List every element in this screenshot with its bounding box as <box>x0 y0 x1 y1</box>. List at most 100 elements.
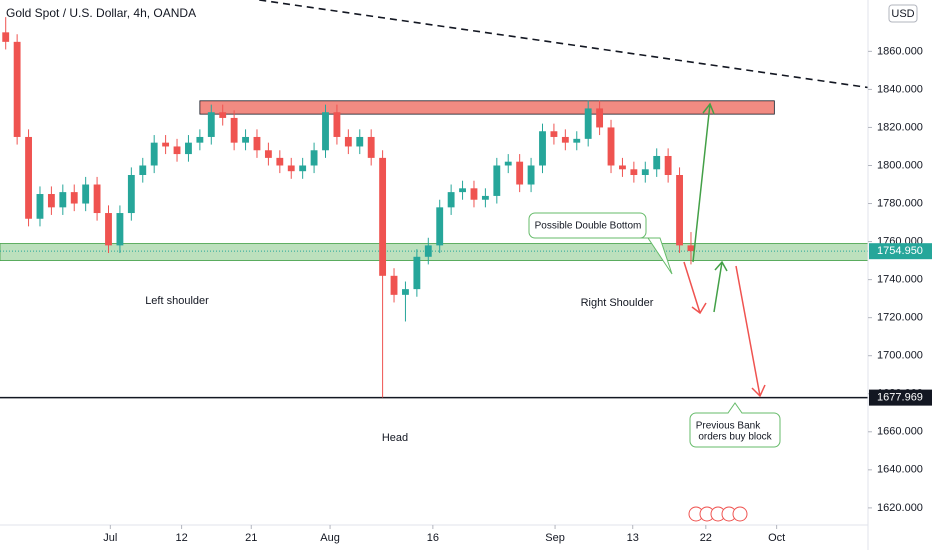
candle-body <box>253 136 261 151</box>
candle-body <box>390 275 398 295</box>
candle-body <box>481 195 489 200</box>
candle-body <box>539 131 546 166</box>
arrows <box>683 102 766 398</box>
candle-body <box>162 142 170 147</box>
x-tick-label: 21 <box>245 532 257 544</box>
candle-body <box>561 136 569 143</box>
x-tick-label: Sep <box>545 532 565 544</box>
candle-body <box>596 108 604 128</box>
callout-text: Possible Double Bottom <box>535 221 642 232</box>
currency-label: USD <box>891 8 914 20</box>
candle-body <box>310 150 318 166</box>
event-icons[interactable] <box>688 506 748 522</box>
price-label: 1754.950 <box>877 245 923 257</box>
level-label-bg <box>869 389 932 406</box>
candle-body <box>676 175 683 246</box>
candle-body <box>299 165 307 172</box>
arrow-up <box>713 260 728 313</box>
annotation: Right Shoulder <box>581 297 654 309</box>
y-tick-label: 1860.000 <box>877 45 923 57</box>
candle-body <box>150 142 158 166</box>
candle-body <box>13 41 21 137</box>
candle-body <box>653 155 661 170</box>
candle-body <box>584 108 592 139</box>
candle-body <box>59 192 67 208</box>
candle-body <box>173 146 181 155</box>
candle-body <box>356 136 364 147</box>
candle-body <box>196 136 204 143</box>
resistance-zone <box>199 100 775 115</box>
y-tick-label: 1780.000 <box>877 197 923 209</box>
y-tick-label: 1660.000 <box>877 426 923 438</box>
candle-body <box>424 245 432 257</box>
x-tick-label: 12 <box>175 532 187 544</box>
candle-body <box>185 142 192 155</box>
candle-body <box>367 136 375 158</box>
candle-body <box>139 165 147 175</box>
candle-body <box>333 112 341 137</box>
candle-body <box>527 165 535 185</box>
trendline <box>259 0 869 89</box>
level-label: 1677.969 <box>877 392 923 404</box>
callout-text: orders buy block <box>698 432 772 443</box>
callout-box <box>528 212 673 275</box>
candle-body <box>82 184 90 204</box>
chart-title: Gold Spot / U.S. Dollar, 4h, OANDA <box>6 6 196 20</box>
currency-badge[interactable] <box>888 4 918 23</box>
candle-body <box>550 131 558 137</box>
candle-body <box>344 136 352 147</box>
x-tick-label: 16 <box>427 532 439 544</box>
candle-body <box>93 184 101 214</box>
y-tick-label: 1700.000 <box>877 350 923 362</box>
plot-area <box>0 0 869 399</box>
price-label-bg <box>869 243 932 260</box>
candle-body <box>573 138 581 143</box>
candle-body <box>619 165 626 170</box>
y-tick-label: 1820.000 <box>877 121 923 133</box>
candle-body <box>276 157 284 166</box>
candle-body <box>630 169 638 175</box>
y-tick-label: 1620.000 <box>877 502 923 514</box>
y-tick-label: 1840.000 <box>877 83 923 95</box>
x-tick-label: Oct <box>768 532 785 544</box>
candle-body <box>447 192 455 208</box>
candle-body <box>504 161 512 166</box>
candle-body <box>105 213 112 246</box>
event-icon[interactable] <box>732 506 748 522</box>
candle-body <box>36 194 44 219</box>
candle-body <box>493 165 501 196</box>
x-tick-label: Aug <box>320 532 340 544</box>
candle-body <box>230 117 238 143</box>
arrow-down <box>683 261 707 315</box>
support-zone <box>0 243 869 261</box>
candle-body <box>219 112 227 118</box>
candle-body <box>242 136 249 143</box>
y-tick-label: 1800.000 <box>877 159 923 171</box>
annotation: Left shoulder <box>145 295 209 307</box>
candle-body <box>402 289 409 295</box>
candle-body <box>264 150 272 158</box>
candle-body <box>516 161 524 185</box>
candle-body <box>436 207 444 246</box>
callout-text: Previous Bank <box>696 421 761 432</box>
y-tick-label: 1740.000 <box>877 274 923 286</box>
candle-body <box>70 192 78 204</box>
candle-body <box>25 136 32 219</box>
candle-body <box>116 213 124 246</box>
arrow-down <box>735 265 766 398</box>
candle-body <box>379 157 387 276</box>
y-tick-label: 1720.000 <box>877 312 923 324</box>
candle-body <box>207 112 215 137</box>
candle-body <box>2 32 10 42</box>
candle-body <box>287 165 295 172</box>
candle-body <box>127 175 135 214</box>
candle-body <box>459 188 466 193</box>
callout-box <box>689 402 781 448</box>
x-tick-label: 13 <box>627 532 639 544</box>
candle-body <box>413 256 421 290</box>
y-tick-label: 1640.000 <box>877 464 923 476</box>
candle-body <box>664 155 672 175</box>
arrow-up <box>692 102 715 263</box>
